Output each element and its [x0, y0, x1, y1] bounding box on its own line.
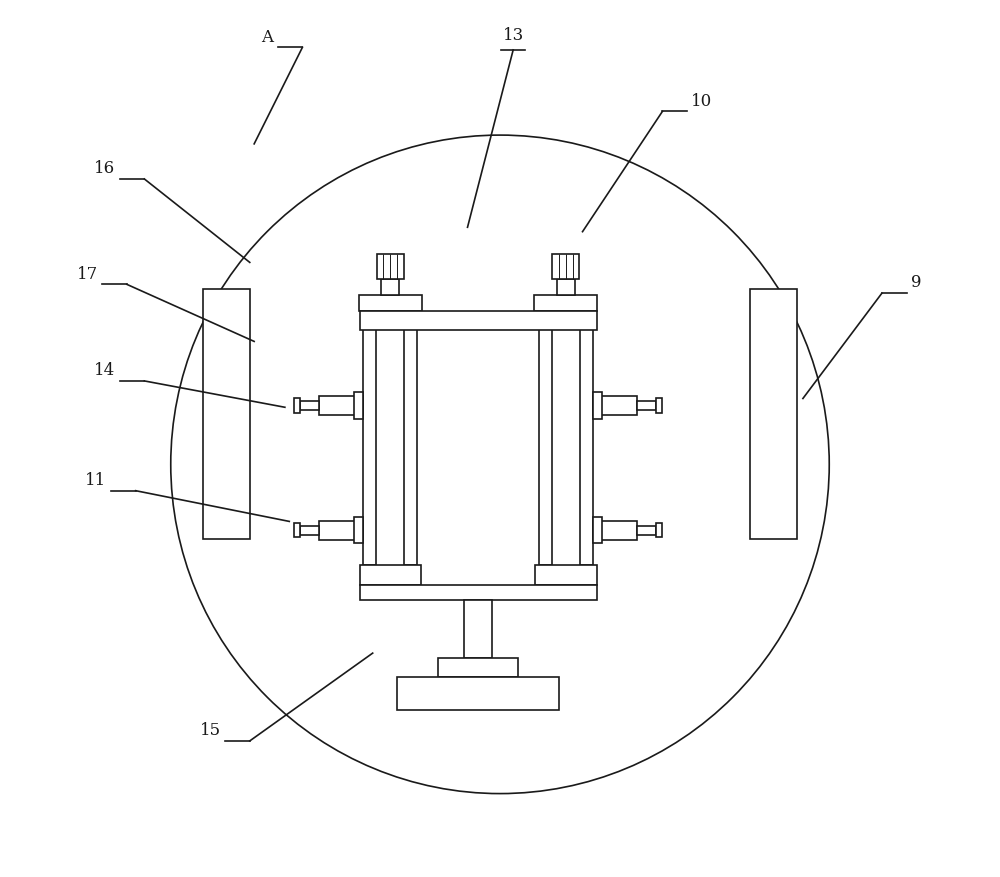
Bar [397, 677, 559, 710]
Bar [656, 524, 662, 538]
Bar [319, 521, 363, 540]
Text: 13: 13 [503, 27, 524, 44]
Bar [593, 393, 602, 419]
Text: 11: 11 [85, 472, 107, 488]
Bar [580, 311, 593, 566]
Bar [377, 255, 404, 280]
Bar [354, 517, 363, 544]
Bar [359, 296, 422, 311]
Bar [294, 399, 300, 413]
Bar [593, 521, 637, 540]
Bar [319, 396, 363, 416]
Bar [535, 566, 597, 585]
Bar [593, 517, 602, 544]
Bar [300, 526, 319, 535]
Bar [203, 289, 250, 539]
Text: 16: 16 [94, 160, 115, 177]
Bar [464, 601, 492, 658]
Bar [404, 311, 417, 566]
Text: 15: 15 [200, 722, 221, 738]
Text: 17: 17 [77, 266, 98, 282]
Bar [656, 399, 662, 413]
Bar [637, 402, 656, 410]
Bar [360, 585, 597, 601]
Bar [534, 296, 597, 311]
Bar [552, 255, 579, 280]
Bar [750, 289, 797, 539]
Text: 9: 9 [911, 275, 921, 291]
Bar [300, 402, 319, 410]
Bar [637, 526, 656, 535]
Bar [557, 280, 575, 296]
Text: 10: 10 [691, 93, 713, 110]
Bar [438, 658, 518, 677]
Bar [294, 524, 300, 538]
Text: A: A [261, 29, 273, 46]
Bar [363, 311, 376, 566]
Bar [593, 396, 637, 416]
Text: 14: 14 [94, 362, 115, 379]
Bar [381, 280, 399, 296]
Bar [360, 566, 421, 585]
Bar [354, 393, 363, 419]
Bar [360, 311, 597, 331]
Bar [539, 311, 552, 566]
